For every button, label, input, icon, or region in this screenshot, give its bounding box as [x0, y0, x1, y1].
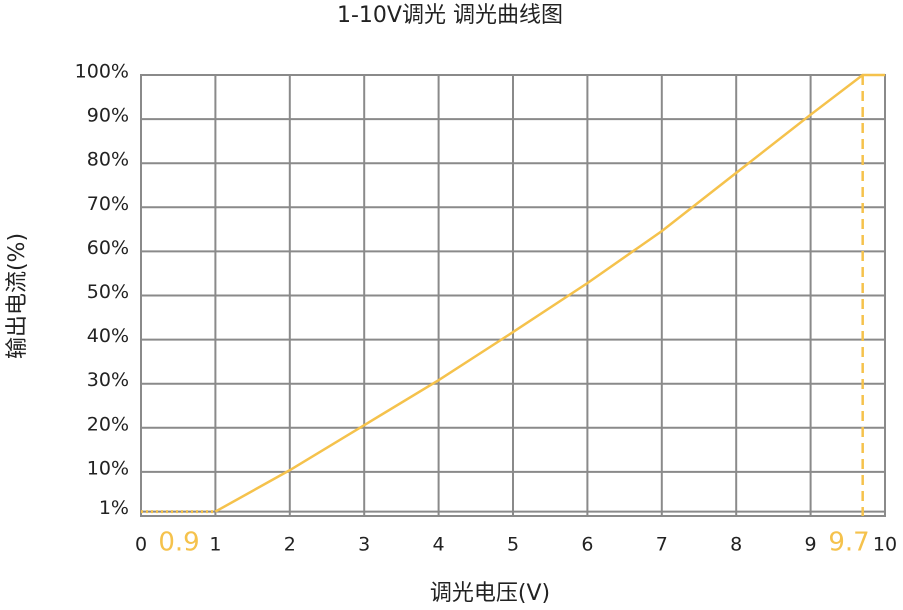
y-axis-label: 输出电流(%) — [5, 233, 30, 359]
x-tick-label: 2 — [284, 534, 296, 556]
y-tick-label: 90% — [87, 105, 129, 127]
y-tick-label: 30% — [87, 369, 129, 391]
y-tick-label: 20% — [87, 413, 129, 435]
x-tick-label: 10 — [873, 534, 897, 556]
x-tick-label: 6 — [581, 534, 593, 556]
x-tick-label: 9 — [805, 534, 817, 556]
x-axis-label: 调光电压(V) — [430, 581, 550, 606]
chart-title: 1-10V调光 调光曲线图 — [337, 3, 563, 28]
data-line — [214, 73, 885, 513]
x-tick-label: 5 — [507, 534, 519, 556]
y-tick-label: 10% — [87, 457, 129, 479]
y-tick-label: 50% — [87, 281, 129, 303]
annotation: 9.7 — [828, 528, 869, 558]
y-tick-label: 100% — [75, 61, 129, 83]
x-tick-label: 4 — [433, 534, 445, 556]
y-tick-label: 80% — [87, 149, 129, 171]
annotation: 0.9 — [158, 528, 199, 558]
y-tick-label: 40% — [87, 325, 129, 347]
x-tick-label: 7 — [656, 534, 668, 556]
x-tick-label: 0 — [135, 534, 147, 556]
x-tick-label: 3 — [358, 534, 370, 556]
y-tick-label: 70% — [87, 193, 129, 215]
x-tick-label: 1 — [209, 534, 221, 556]
y-tick-label: 1% — [99, 497, 129, 519]
y-tick-label: 60% — [87, 237, 129, 259]
x-tick-label: 8 — [730, 534, 742, 556]
plot-border — [140, 74, 886, 517]
